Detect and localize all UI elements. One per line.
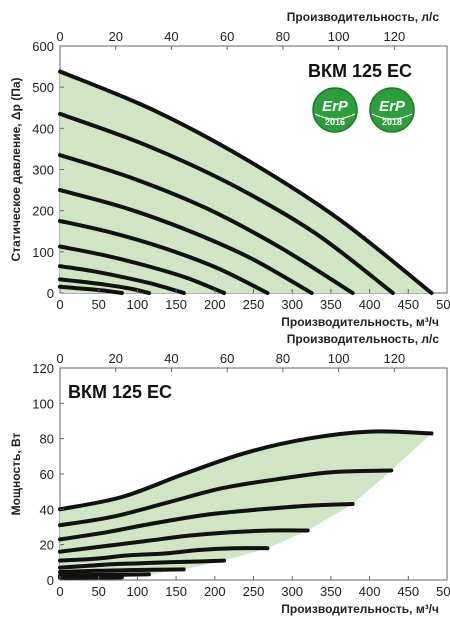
x-tick-label: 50 <box>91 297 105 312</box>
y-tick-label: 500 <box>32 80 54 95</box>
y-tick-label: 100 <box>32 245 54 260</box>
chart-title: ВКМ 125 ЕС <box>308 61 412 81</box>
y-tick-label: 600 <box>32 39 54 54</box>
erp-badge-2016: ErP 2016 <box>312 87 358 133</box>
x2-tick-label: 120 <box>383 351 405 366</box>
x-tick-label: 450 <box>397 297 419 312</box>
series-line-2 <box>58 111 395 295</box>
power-chart: 0501001502002503003504004505000204060801… <box>9 332 450 616</box>
x-tick-label: 50 <box>91 584 105 599</box>
x-tick-label: 400 <box>359 297 381 312</box>
y-tick-label: 20 <box>40 538 54 553</box>
series-line-3 <box>58 153 355 295</box>
series-line-8 <box>58 277 151 295</box>
badge-year: 2016 <box>325 117 345 127</box>
y-tick-label: 100 <box>32 396 54 411</box>
x-tick-label: 0 <box>56 584 63 599</box>
y-tick-label: 80 <box>40 432 54 447</box>
series-line-3 <box>58 502 355 542</box>
series-line-1 <box>58 429 434 512</box>
series-line-9 <box>58 575 124 580</box>
x-tick-label: 250 <box>243 584 265 599</box>
x-tick-label: 100 <box>127 584 149 599</box>
series-line-1 <box>58 69 434 295</box>
series-line-2 <box>58 468 394 528</box>
x-tick-label: 250 <box>243 297 265 312</box>
x2-axis-title: Производительность, л/с <box>287 10 440 24</box>
y-tick-label: 120 <box>32 361 54 376</box>
badge-year: 2018 <box>382 117 402 127</box>
x2-tick-label: 20 <box>108 29 122 44</box>
badge-swoosh <box>371 113 413 120</box>
operating-area-fill <box>60 71 432 293</box>
x2-tick-label: 40 <box>164 351 178 366</box>
x2-axis-title: Производительность, л/с <box>287 332 440 346</box>
y-tick-label: 400 <box>32 121 54 136</box>
y-axis-title: Мощность, Вт <box>9 432 23 515</box>
x-tick-label: 150 <box>165 584 187 599</box>
series-line-5 <box>58 219 270 295</box>
series-line-8 <box>58 572 151 578</box>
x2-tick-label: 40 <box>164 29 178 44</box>
x-tick-label: 300 <box>281 584 303 599</box>
series-line-5 <box>58 546 270 563</box>
y-tick-label: 60 <box>40 467 54 482</box>
series-line-7 <box>58 264 186 295</box>
x-tick-label: 200 <box>204 297 226 312</box>
x2-tick-label: 80 <box>276 29 290 44</box>
y-tick-label: 300 <box>32 163 54 178</box>
x-tick-label: 200 <box>204 584 226 599</box>
x2-tick-label: 100 <box>328 29 350 44</box>
badge-circle <box>312 87 358 133</box>
x2-tick-label: 80 <box>276 351 290 366</box>
x2-tick-label: 0 <box>56 351 63 366</box>
x-tick-label: 350 <box>320 584 342 599</box>
badge-label: ErP <box>379 98 406 115</box>
erp-badge-2018: ErP 2018 <box>369 87 415 133</box>
x-tick-label: 500 <box>436 584 450 599</box>
x-tick-label: 300 <box>281 297 303 312</box>
x-tick-label: 150 <box>165 297 187 312</box>
series-line-9 <box>58 284 124 295</box>
x-axis-title: Производительность, м³/ч <box>281 602 439 616</box>
pressure-chart: 0 50 100 150 200 250 300 350 400 450 500 0 20 40 60 80 1… <box>9 10 450 329</box>
series-line-6 <box>58 244 227 295</box>
series-line-7 <box>58 567 186 574</box>
y-tick-label: 200 <box>32 204 54 219</box>
x2-tick-label: 60 <box>220 29 234 44</box>
x-tick-label: 0 <box>56 297 63 312</box>
y-tick-label: 40 <box>40 502 54 517</box>
badge-swoosh <box>314 113 356 120</box>
series-line-4 <box>58 188 314 295</box>
badge-circle <box>369 87 415 133</box>
x2-tick-label: 60 <box>220 351 234 366</box>
series-line-6 <box>58 558 227 570</box>
x-tick-label: 500 <box>436 297 450 312</box>
chart-title: ВКМ 125 ЕС <box>68 382 172 402</box>
x-tick-label: 400 <box>359 584 381 599</box>
x2-tick-label: 120 <box>383 29 405 44</box>
x2-tick-label: 20 <box>108 351 122 366</box>
x2-tick-label: 0 <box>56 29 63 44</box>
x-tick-label: 450 <box>397 584 419 599</box>
badge-label: ErP <box>322 98 349 115</box>
x-axis-title: Производительность, м³/ч <box>281 315 439 329</box>
y-axis-title: Статическое давление, Δр (Па) <box>9 77 23 261</box>
y-tick-label: 0 <box>47 286 54 301</box>
series-line-4 <box>58 528 310 554</box>
x-tick-label: 350 <box>320 297 342 312</box>
x2-tick-label: 100 <box>328 351 350 366</box>
x-tick-label: 100 <box>127 297 149 312</box>
y-tick-label: 0 <box>47 573 54 588</box>
